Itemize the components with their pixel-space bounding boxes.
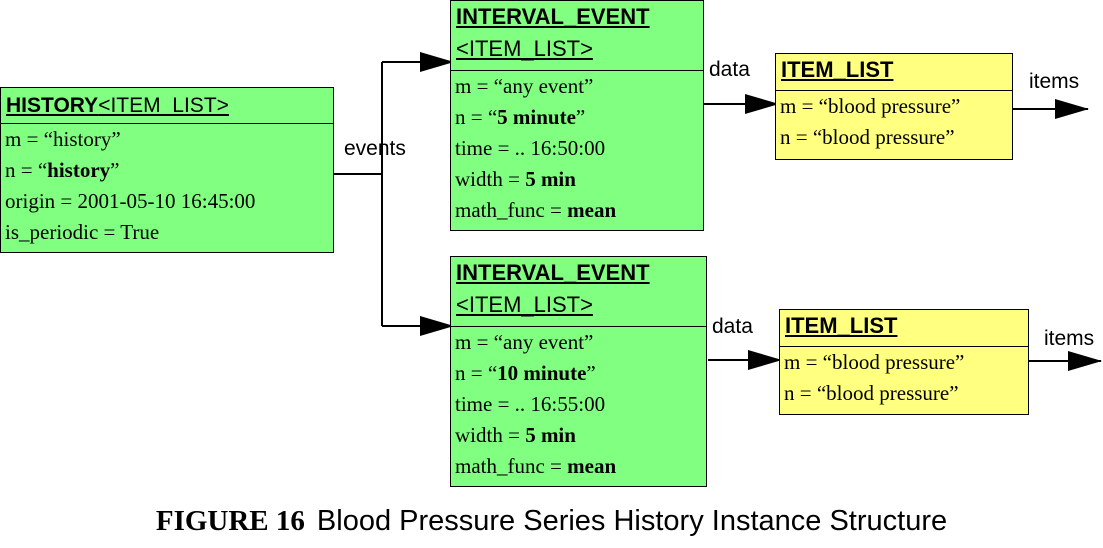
attr-row: m = “history” xyxy=(5,127,121,151)
item-list-box-1: ITEM_LIST m = “blood pressure” n = “bloo… xyxy=(775,53,1013,160)
figure-title: Blood Pressure Series History Instance S… xyxy=(316,505,948,537)
interval-event-attributes: m = “any event” n = “5 minute” time = ..… xyxy=(451,70,703,226)
attr-row: m = “blood pressure” xyxy=(780,94,961,118)
history-attributes: m = “history” n = “history” origin = 200… xyxy=(1,123,333,248)
connector-lines xyxy=(333,52,1102,371)
item-list-title: ITEM_LIST xyxy=(785,313,898,338)
history-title: HISTORY<ITEM_LIST> xyxy=(6,94,229,117)
interval-event-box-2: INTERVAL_EVENT <ITEM_LIST> m = “any even… xyxy=(450,256,707,487)
figure-number: FIGURE 16 xyxy=(155,505,305,537)
history-box: HISTORY<ITEM_LIST> m = “history” n = “hi… xyxy=(0,87,334,253)
figure-caption: FIGURE 16 Blood Pressure Series History I… xyxy=(0,505,1103,538)
attr-row: n = “10 minute” xyxy=(455,361,596,385)
attr-row: time = .. 16:50:00 xyxy=(455,136,606,160)
item-list-attributes: m = “blood pressure” n = “blood pressure… xyxy=(776,90,1012,153)
attr-row: width = 5 min xyxy=(455,167,576,191)
attr-row: n = “5 minute” xyxy=(455,105,586,129)
item-list-title: ITEM_LIST xyxy=(781,57,894,82)
attr-row: m = “any event” xyxy=(455,74,594,98)
attr-row: is_periodic = True xyxy=(5,220,160,244)
attr-row: time = .. 16:55:00 xyxy=(455,392,606,416)
interval-event-box-1: INTERVAL_EVENT <ITEM_LIST> m = “any even… xyxy=(450,0,704,231)
item-list-box-2: ITEM_LIST m = “blood pressure” n = “bloo… xyxy=(779,309,1029,415)
attr-row: math_func = mean xyxy=(455,454,617,478)
attr-row: math_func = mean xyxy=(455,198,617,222)
items-label-1: items xyxy=(1029,70,1080,93)
attr-row: origin = 2001-05-10 16:45:00 xyxy=(5,189,256,213)
attr-row: m = “blood pressure” xyxy=(784,350,965,374)
interval-event-title: INTERVAL_EVENT <ITEM_LIST> xyxy=(456,4,650,61)
attr-row: m = “any event” xyxy=(455,330,594,354)
item-list-attributes: m = “blood pressure” n = “blood pressure… xyxy=(780,346,1028,409)
data-label-1: data xyxy=(709,58,750,81)
attr-row: n = “history” xyxy=(5,158,120,182)
interval-event-title: INTERVAL_EVENT <ITEM_LIST> xyxy=(456,260,650,317)
data-label-2: data xyxy=(712,315,753,338)
attr-row: width = 5 min xyxy=(455,423,576,447)
events-label: events xyxy=(344,137,406,160)
items-label-2: items xyxy=(1044,327,1095,350)
attr-row: n = “blood pressure” xyxy=(784,381,959,405)
interval-event-attributes: m = “any event” n = “10 minute” time = .… xyxy=(451,326,706,482)
attr-row: n = “blood pressure” xyxy=(780,125,955,149)
